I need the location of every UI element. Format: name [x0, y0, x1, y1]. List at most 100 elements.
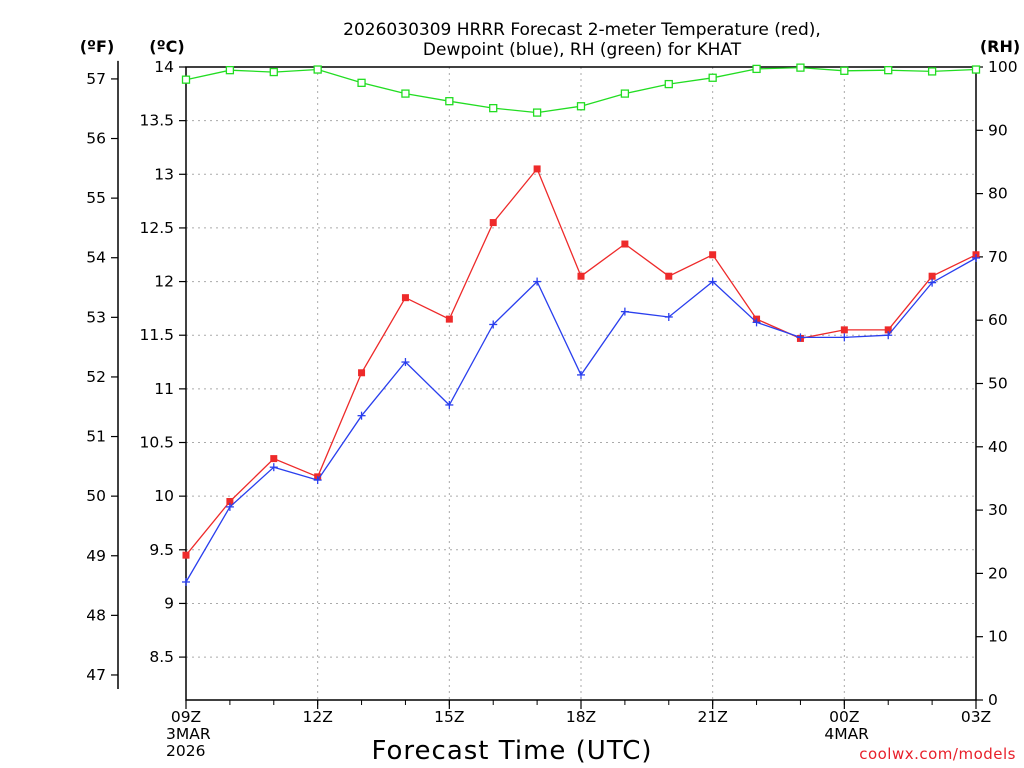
celsius-tick-label: 9.5	[149, 541, 174, 559]
dewpoint-point	[445, 400, 454, 409]
celsius-tick-label: 10	[154, 487, 174, 505]
fahrenheit-tick-label: 49	[86, 547, 106, 565]
dewpoint-point	[357, 411, 366, 420]
temperature-point	[840, 326, 848, 334]
dewpoint-point	[620, 307, 629, 316]
fahrenheit-tick-label: 48	[86, 606, 106, 624]
fahrenheit-tick-label: 50	[86, 487, 106, 505]
x-tick-sublabel: 2026	[166, 742, 205, 760]
rh-point	[752, 64, 761, 74]
temperature-point	[709, 251, 717, 259]
fahrenheit-tick-label: 55	[86, 189, 106, 207]
rh-tick-label: 20	[988, 564, 1008, 582]
rh-tick-label: 50	[988, 375, 1008, 393]
rh-tick-label: 0	[988, 691, 998, 709]
dewpoint-point	[708, 277, 717, 286]
fahrenheit-tick-label: 51	[86, 428, 106, 446]
fahrenheit-tick-label: 57	[86, 70, 106, 88]
fahrenheit-unit-label: (ºF)	[80, 37, 115, 56]
rh-point	[796, 63, 805, 72]
temperature-point	[358, 369, 366, 377]
plot-frame	[185, 66, 977, 701]
dewpoint-point	[225, 502, 234, 511]
rh-point	[884, 66, 893, 75]
fahrenheit-tick-label: 47	[86, 666, 106, 684]
rh-tick-label: 90	[988, 121, 1008, 139]
rh-point	[532, 108, 542, 117]
rh-tick-label: 80	[988, 185, 1008, 203]
rh-axis-ticks: 0 10 20 30 40 50 60 70 80 90 100	[976, 58, 1018, 709]
temperature-point	[401, 294, 409, 302]
temperature-point	[577, 272, 585, 280]
credit-text: coolwx.com/models	[859, 745, 1016, 763]
fahrenheit-tick-label: 56	[86, 130, 106, 148]
rh-series	[181, 63, 981, 117]
celsius-tick-label: 14	[154, 58, 174, 76]
celsius-tick-label: 11	[154, 380, 174, 398]
rh-point	[971, 65, 981, 74]
dewpoint-point	[489, 320, 498, 329]
dewpoint-point	[972, 253, 980, 262]
celsius-tick-label: 13.5	[139, 112, 174, 130]
x-axis-label: Forecast Time (UTC)	[371, 736, 652, 766]
dewpoint-line	[185, 257, 977, 583]
x-tick-label: 18Z	[566, 708, 596, 726]
x-tick-label: 03Z	[961, 708, 991, 726]
dewpoint-point	[577, 370, 585, 379]
rh-point	[357, 78, 366, 87]
temperature-point	[884, 326, 892, 334]
dewpoint-point	[269, 463, 278, 472]
dewpoint-series	[182, 253, 980, 586]
dewpoint-point	[313, 476, 322, 485]
celsius-tick-label: 12	[154, 273, 174, 291]
celsius-axis-ticks: 8.5 9 9.5 10 10.5 11 11.5 12 12.5 13 13.5 14	[139, 58, 186, 666]
rh-point	[269, 67, 278, 77]
x-tick-sublabel: 3MAR	[166, 725, 211, 743]
x-tick-label: 09Z	[171, 708, 201, 726]
rh-unit-label: (RH)	[980, 37, 1020, 56]
fahrenheit-axis-ticks: 47 48 49 50 51 52 53 54 55 56 57	[86, 70, 118, 684]
rh-point	[708, 73, 717, 82]
rh-point	[181, 75, 191, 84]
x-tick-label: 00Z	[829, 708, 859, 726]
temperature-point	[533, 165, 541, 173]
dewpoint-point	[928, 278, 937, 287]
rh-tick-label: 10	[988, 628, 1008, 646]
chart-title-line-2: Dewpoint (blue), RH (green) for KHAT	[423, 40, 742, 60]
dewpoint-point	[752, 318, 761, 327]
dewpoint-point	[884, 331, 893, 340]
x-tick-label: 12Z	[302, 708, 332, 726]
temperature-point	[182, 551, 190, 559]
temperature-point	[445, 315, 453, 323]
celsius-tick-label: 8.5	[149, 648, 174, 666]
fahrenheit-tick-label: 53	[86, 308, 106, 326]
rh-point	[225, 66, 235, 75]
rh-point	[401, 89, 410, 98]
dewpoint-point	[796, 333, 805, 342]
dewpoint-point	[401, 358, 410, 367]
grid-lines	[186, 67, 976, 700]
celsius-unit-label: (ºC)	[149, 37, 184, 56]
rh-point	[840, 66, 849, 75]
chart-title: 2026030309 HRRR Forecast 2-meter Tempera…	[343, 20, 821, 60]
x-tick-sublabel: 4MAR	[824, 725, 869, 743]
celsius-tick-label: 12.5	[139, 219, 174, 237]
celsius-tick-label: 11.5	[139, 326, 174, 344]
rh-tick-label: 100	[988, 58, 1018, 76]
dewpoint-point	[664, 312, 673, 321]
temperature-point	[665, 272, 673, 280]
rh-point	[489, 103, 498, 113]
rh-tick-label: 70	[988, 248, 1008, 266]
temperature-point	[928, 272, 936, 280]
temperature-point	[226, 498, 234, 506]
x-tick-label: 21Z	[697, 708, 727, 726]
rh-point	[927, 67, 937, 76]
celsius-tick-label: 9	[164, 594, 174, 612]
celsius-tick-label: 10.5	[139, 434, 174, 452]
chart-title-line-1: 2026030309 HRRR Forecast 2-meter Tempera…	[343, 20, 821, 40]
rh-point	[664, 79, 673, 89]
rh-tick-label: 60	[988, 311, 1008, 329]
temperature-point	[489, 219, 497, 227]
